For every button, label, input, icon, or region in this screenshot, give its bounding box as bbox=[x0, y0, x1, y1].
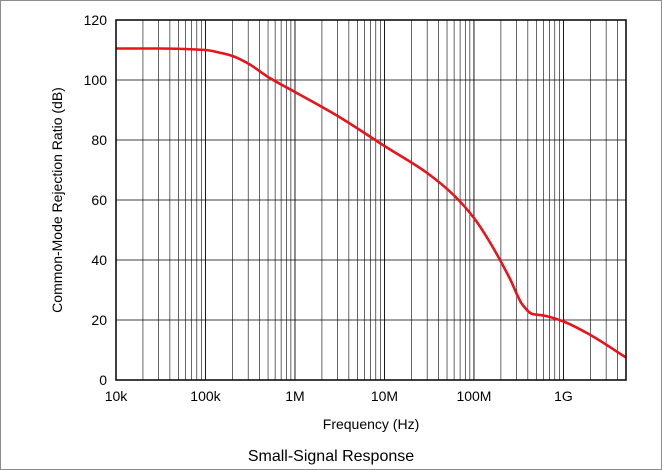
x-tick-label: 10k bbox=[105, 388, 129, 404]
cmrr-chart: 10k 100k 1M 10M 100M 1G 0 20 40 60 80 100 120 Freque… bbox=[49, 12, 627, 432]
x-tick-label: 10M bbox=[371, 388, 398, 404]
y-tick-label: 20 bbox=[91, 312, 107, 328]
y-tick-label: 60 bbox=[91, 192, 107, 208]
y-tick-label: 120 bbox=[84, 12, 108, 28]
grid bbox=[115, 19, 627, 381]
chart-caption: Small-Signal Response bbox=[247, 448, 415, 465]
y-tick-label: 0 bbox=[99, 372, 107, 388]
x-tick-label: 100k bbox=[190, 388, 221, 404]
y-tick-label: 100 bbox=[84, 72, 108, 88]
y-tick-label: 80 bbox=[91, 132, 107, 148]
plot-area bbox=[115, 19, 627, 381]
cmrr-curve bbox=[115, 47, 627, 359]
curve-layer bbox=[115, 47, 627, 359]
y-axis-title: Common-Mode Rejection Ratio (dB) bbox=[49, 87, 65, 313]
tick-labels: 10k 100k 1M 10M 100M 1G 0 20 40 60 80 100 120 bbox=[84, 12, 573, 404]
y-tick-label: 40 bbox=[91, 252, 107, 268]
x-tick-label: 1M bbox=[285, 388, 304, 404]
x-tick-label: 100M bbox=[456, 388, 491, 404]
x-axis-title: Frequency (Hz) bbox=[323, 416, 419, 432]
x-tick-label: 1G bbox=[554, 388, 573, 404]
